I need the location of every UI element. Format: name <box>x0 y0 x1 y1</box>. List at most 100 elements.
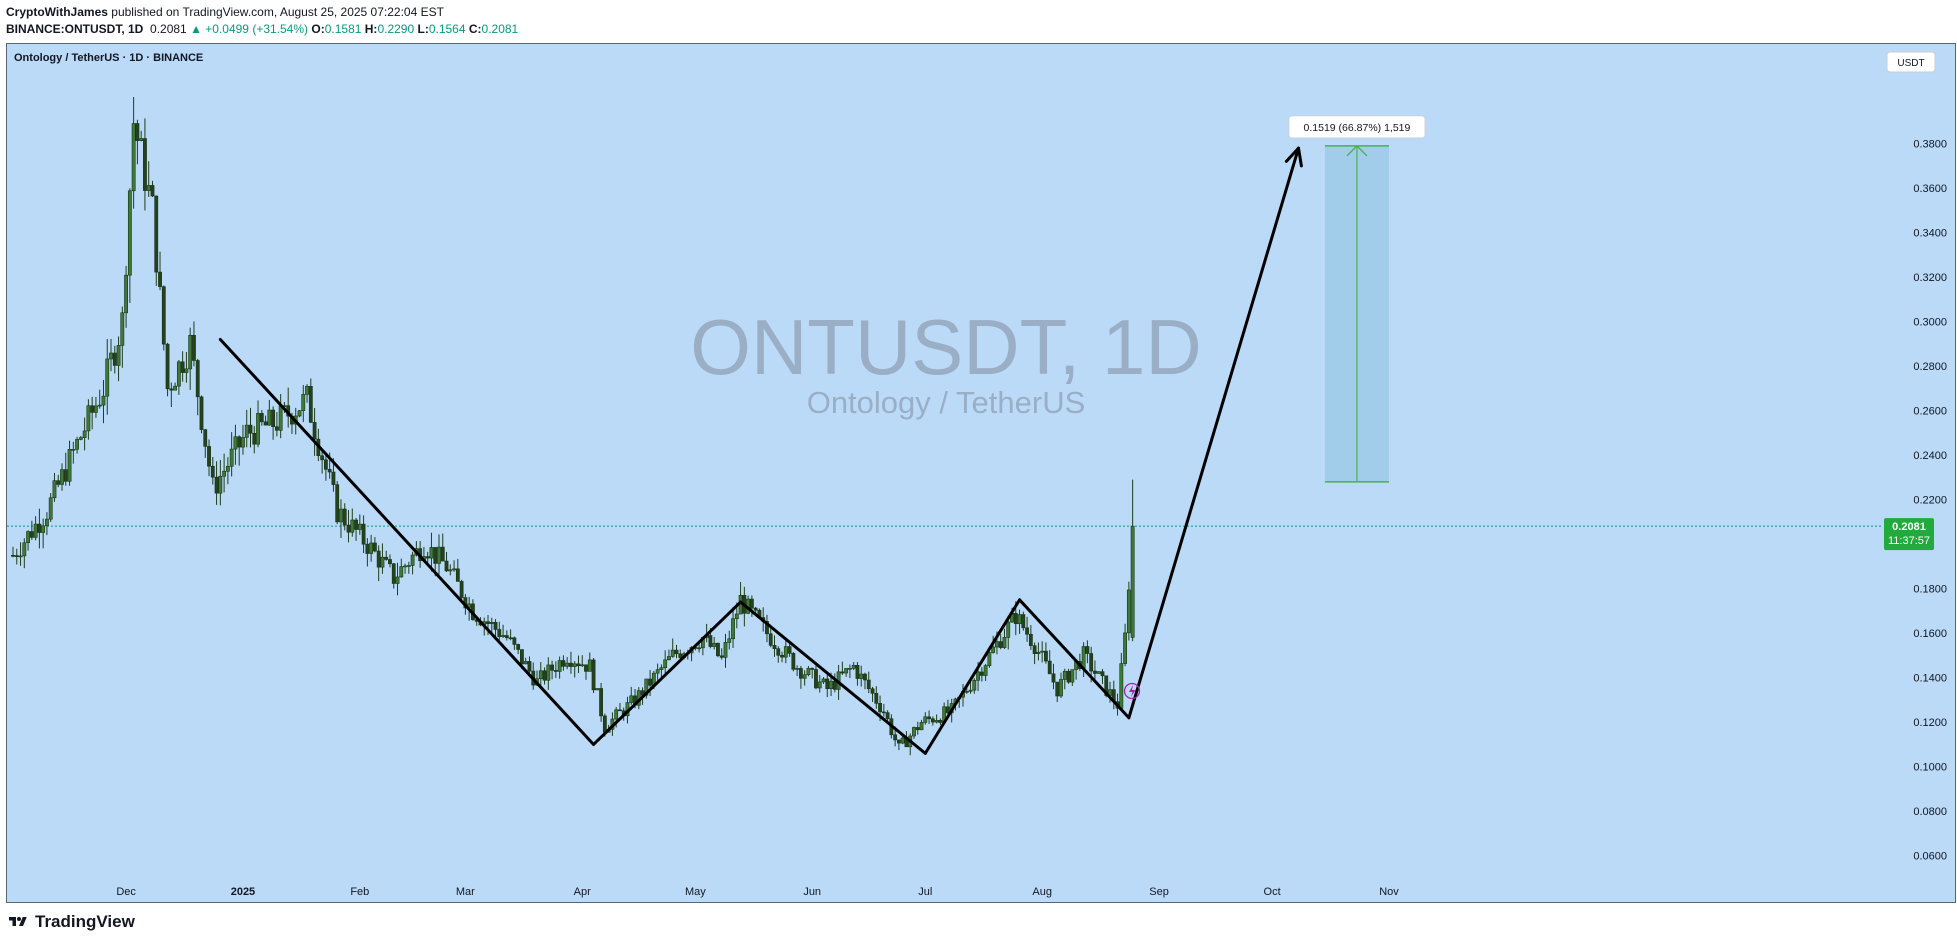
candle-body <box>180 361 185 373</box>
candle <box>135 119 140 165</box>
candle <box>595 688 600 691</box>
candle-body <box>512 637 517 645</box>
x-axis[interactable]: Dec 2025 Feb Mar Apr May Jun Jul Aug Sep Oct Nov <box>116 886 1399 898</box>
candle-body <box>1062 670 1067 680</box>
candle-body <box>749 598 754 609</box>
pattern-line[interactable] <box>739 600 927 755</box>
candle <box>629 686 634 705</box>
candle-body <box>561 660 566 667</box>
candle <box>259 410 264 426</box>
pattern-lines[interactable] <box>218 146 1303 755</box>
pattern-line[interactable] <box>1127 146 1301 720</box>
candle <box>1123 623 1127 667</box>
candle-body <box>972 680 977 691</box>
pattern-line[interactable] <box>1018 598 1131 720</box>
measure-label-box <box>1288 115 1426 139</box>
candle-body <box>448 569 453 572</box>
candles <box>11 97 1135 756</box>
candle <box>874 686 879 709</box>
candle-body <box>991 646 996 653</box>
candle <box>176 359 181 395</box>
x-tick-label: Sep <box>1149 886 1169 898</box>
candle <box>934 714 939 724</box>
pattern-line[interactable] <box>218 337 596 746</box>
candle-body <box>934 720 939 723</box>
candle <box>342 503 347 531</box>
candle-body <box>489 621 494 624</box>
candle <box>60 463 64 491</box>
candle <box>263 415 268 426</box>
candle <box>587 652 592 672</box>
candle-body <box>380 556 385 568</box>
candle-body <box>832 680 837 690</box>
candle-body <box>591 659 596 691</box>
candle-body <box>765 621 769 635</box>
candle <box>361 515 366 554</box>
candle <box>444 551 449 572</box>
measure-label: 0.1519 (66.87%) 1,519 <box>1304 122 1411 134</box>
high-label: H: <box>364 22 378 36</box>
candle <box>1130 479 1135 642</box>
candle-body <box>572 663 577 667</box>
candle-body <box>323 459 328 470</box>
candle <box>124 265 128 328</box>
candle <box>798 665 803 689</box>
candle-body <box>225 466 230 472</box>
candle-body <box>1040 650 1045 653</box>
candle-body <box>565 662 570 667</box>
candle-body <box>369 542 374 554</box>
candle-body <box>1100 671 1105 677</box>
candle-body <box>165 343 170 390</box>
candle <box>746 595 751 615</box>
candle-body <box>851 665 856 669</box>
candle-body <box>60 469 64 485</box>
candle-body <box>75 439 79 450</box>
candle <box>154 195 159 286</box>
candle <box>923 712 928 725</box>
candle <box>195 358 200 416</box>
candle-body <box>339 508 343 523</box>
publish-line: CryptoWithJames published on TradingView… <box>6 4 518 21</box>
candle <box>297 410 302 418</box>
currency-button[interactable]: USDT <box>1886 51 1936 73</box>
candle-body <box>527 661 532 672</box>
candle-body <box>768 633 773 646</box>
price-chart[interactable]: ONTUSDT, 1D Ontology / TetherUS Ontology… <box>7 44 1955 902</box>
candle-body <box>259 413 264 423</box>
measure-tool[interactable]: 0.1519 (66.87%) 1,519 <box>1288 115 1426 483</box>
footer-brand[interactable]: TradingView <box>6 912 135 932</box>
y-axis[interactable]: 0.3800 0.3600 0.3400 0.3200 0.3000 0.2800 0.26… <box>1913 139 1947 863</box>
candle-body <box>580 664 585 667</box>
x-tick-label: Jul <box>918 886 932 898</box>
watermark-main: ONTUSDT, 1D <box>690 303 1201 391</box>
candle <box>848 664 852 679</box>
author-name[interactable]: CryptoWithJames <box>6 5 108 19</box>
candle-body <box>365 543 370 554</box>
candle <box>663 650 668 677</box>
watermark-sub: Ontology / TetherUS <box>807 385 1086 420</box>
candle-body <box>493 621 498 630</box>
pattern-line[interactable] <box>592 600 743 746</box>
candle-body <box>787 646 792 654</box>
candle-body <box>667 656 671 661</box>
candle-body <box>930 718 935 723</box>
candle-body <box>508 637 513 640</box>
candle <box>278 394 283 439</box>
candle <box>881 703 886 717</box>
pattern-line[interactable] <box>923 598 1022 755</box>
lightning-icon[interactable] <box>1123 682 1141 700</box>
candle-body <box>734 613 739 620</box>
candle-body <box>1085 646 1090 654</box>
chart-area[interactable]: ONTUSDT, 1D Ontology / TetherUS Ontology… <box>6 43 1956 903</box>
candle-body <box>214 476 219 494</box>
candle-body <box>753 607 758 611</box>
candle-body <box>1044 650 1048 662</box>
candle <box>225 457 230 485</box>
candle <box>1036 642 1041 661</box>
candle <box>365 538 370 567</box>
candle-body <box>354 519 358 530</box>
candle-body <box>67 449 72 482</box>
candle <box>139 130 144 142</box>
candle-body <box>859 673 864 679</box>
candle <box>765 614 769 643</box>
